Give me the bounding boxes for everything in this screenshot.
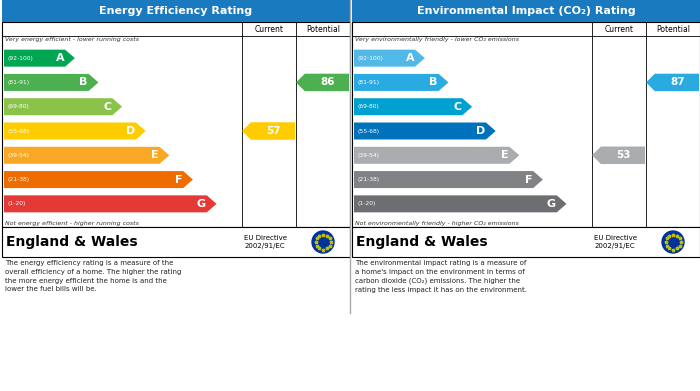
- Circle shape: [662, 231, 684, 253]
- Text: Potential: Potential: [306, 25, 340, 34]
- Text: B: B: [79, 77, 88, 88]
- Polygon shape: [4, 50, 75, 66]
- Polygon shape: [242, 122, 295, 140]
- Text: C: C: [103, 102, 111, 112]
- Bar: [352, 22, 700, 227]
- Text: 57: 57: [266, 126, 281, 136]
- Text: F: F: [525, 174, 532, 185]
- Text: 87: 87: [670, 77, 685, 88]
- Text: (81-91): (81-91): [357, 80, 379, 85]
- Text: England & Wales: England & Wales: [356, 235, 488, 249]
- Text: Current: Current: [605, 25, 634, 34]
- Text: (39-54): (39-54): [7, 153, 29, 158]
- Text: England & Wales: England & Wales: [6, 235, 138, 249]
- Bar: [2, 227, 350, 257]
- Text: (69-80): (69-80): [357, 104, 379, 109]
- Text: Environmental Impact (CO₂) Rating: Environmental Impact (CO₂) Rating: [416, 6, 636, 16]
- Bar: [352, 227, 700, 257]
- Text: (55-68): (55-68): [7, 129, 29, 133]
- Text: (21-38): (21-38): [7, 177, 29, 182]
- Polygon shape: [4, 122, 146, 140]
- Polygon shape: [354, 50, 425, 66]
- Polygon shape: [354, 171, 543, 188]
- Text: (1-20): (1-20): [357, 201, 375, 206]
- Text: F: F: [175, 174, 182, 185]
- Text: (1-20): (1-20): [7, 201, 25, 206]
- Text: C: C: [453, 102, 461, 112]
- Polygon shape: [592, 147, 645, 164]
- Text: The energy efficiency rating is a measure of the
overall efficiency of a home. T: The energy efficiency rating is a measur…: [5, 260, 181, 292]
- Polygon shape: [354, 196, 566, 212]
- Polygon shape: [296, 74, 349, 91]
- Circle shape: [312, 231, 334, 253]
- Text: Very energy efficient - lower running costs: Very energy efficient - lower running co…: [5, 37, 139, 42]
- Text: Current: Current: [255, 25, 284, 34]
- Bar: [2, 0, 350, 22]
- Text: Potential: Potential: [656, 25, 690, 34]
- Text: Energy Efficiency Rating: Energy Efficiency Rating: [99, 6, 253, 16]
- Text: (21-38): (21-38): [357, 177, 379, 182]
- Text: E: E: [501, 150, 509, 160]
- Polygon shape: [354, 122, 496, 140]
- Polygon shape: [4, 74, 99, 91]
- Polygon shape: [4, 196, 216, 212]
- Text: (69-80): (69-80): [7, 104, 29, 109]
- Text: E: E: [151, 150, 159, 160]
- Polygon shape: [354, 74, 449, 91]
- Text: Not energy efficient - higher running costs: Not energy efficient - higher running co…: [5, 221, 139, 226]
- Text: G: G: [197, 199, 206, 209]
- Polygon shape: [354, 147, 519, 164]
- Text: Not environmentally friendly - higher CO₂ emissions: Not environmentally friendly - higher CO…: [355, 221, 519, 226]
- Polygon shape: [4, 147, 169, 164]
- Text: A: A: [55, 53, 64, 63]
- Text: B: B: [429, 77, 438, 88]
- Text: D: D: [476, 126, 485, 136]
- Polygon shape: [646, 74, 699, 91]
- Text: (92-100): (92-100): [357, 56, 383, 61]
- Text: (55-68): (55-68): [357, 129, 379, 133]
- Text: (92-100): (92-100): [7, 56, 33, 61]
- Text: A: A: [405, 53, 414, 63]
- Text: (39-54): (39-54): [357, 153, 379, 158]
- Polygon shape: [4, 171, 193, 188]
- Polygon shape: [354, 98, 472, 115]
- Text: The environmental impact rating is a measure of
a home's impact on the environme: The environmental impact rating is a mea…: [355, 260, 527, 293]
- Text: (81-91): (81-91): [7, 80, 29, 85]
- Text: G: G: [547, 199, 556, 209]
- Bar: [352, 0, 700, 22]
- Bar: [2, 22, 350, 227]
- Text: D: D: [126, 126, 135, 136]
- Text: EU Directive
2002/91/EC: EU Directive 2002/91/EC: [244, 235, 287, 249]
- Text: 86: 86: [320, 77, 335, 88]
- Text: 53: 53: [616, 150, 631, 160]
- Text: Very environmentally friendly - lower CO₂ emissions: Very environmentally friendly - lower CO…: [355, 37, 519, 42]
- Text: EU Directive
2002/91/EC: EU Directive 2002/91/EC: [594, 235, 637, 249]
- Polygon shape: [4, 98, 122, 115]
